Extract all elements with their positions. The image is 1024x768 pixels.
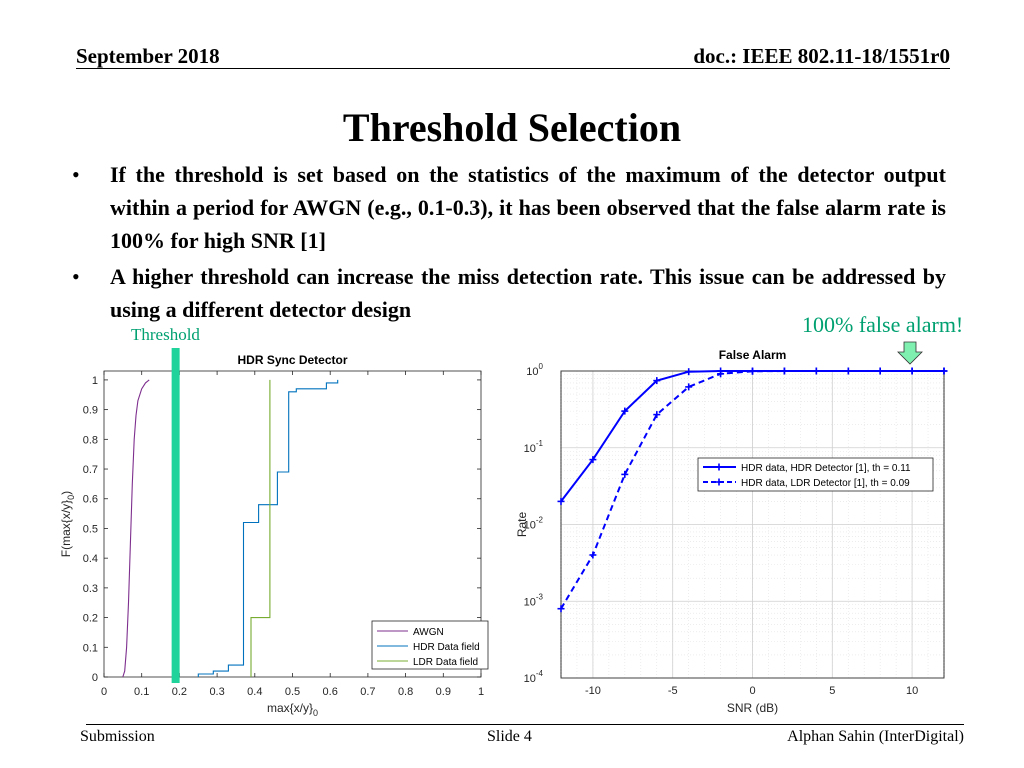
footer-rule xyxy=(86,724,964,725)
y-tick-exponent: -1 xyxy=(536,439,544,448)
slide-title: Threshold Selection xyxy=(342,105,682,150)
y-tick-label: 1 xyxy=(92,375,98,387)
legend-box-rate xyxy=(697,457,934,492)
data-point-marker xyxy=(621,470,629,478)
data-point-marker xyxy=(876,367,884,375)
legend-entry-awgn: AWGN xyxy=(413,627,444,638)
y-axis-label-cdf: F(max{x/y}0) xyxy=(59,491,76,557)
y-tick-label: 0.4 xyxy=(83,553,98,565)
series-line-ldr-data-field xyxy=(250,379,271,677)
x-tick-label: 5 xyxy=(829,685,835,697)
y-tick-label: 10-1 xyxy=(524,439,544,455)
data-point-marker xyxy=(812,367,820,375)
legend-entry-hdr-data-field: HDR Data field xyxy=(413,642,480,653)
chart-title-rate: False Alarm xyxy=(719,348,787,362)
bullet-1: • If the threshold is set based on the s… xyxy=(72,158,946,257)
header-date: September 2018 xyxy=(76,44,220,68)
legend-marker xyxy=(715,478,723,486)
y-axis-label-close: ) xyxy=(59,491,73,495)
footer-slide-number: Slide 4 xyxy=(487,728,532,745)
x-axis-label-cdf: max{x/y}0 xyxy=(267,701,318,718)
y-tick-exponent: 0 xyxy=(539,362,544,371)
y-tick-label: 0.6 xyxy=(83,494,98,506)
x-tick-label: 0 xyxy=(749,685,755,697)
x-tick-label: 0.2 xyxy=(172,686,187,698)
data-point-marker xyxy=(621,407,629,415)
data-point-marker xyxy=(908,367,916,375)
x-tick-label: -10 xyxy=(585,685,601,697)
data-point-marker xyxy=(749,367,756,375)
y-axis-label-subscript: 0 xyxy=(66,495,76,500)
y-tick-exponent: -2 xyxy=(536,516,544,525)
bullet-1-text: If the threshold is set based on the sta… xyxy=(110,162,946,253)
y-tick-label: 0 xyxy=(92,672,98,684)
y-tick-label: 0.3 xyxy=(83,583,98,595)
x-tick-label: 0.9 xyxy=(436,686,451,698)
x-tick-label: 0.7 xyxy=(360,686,375,698)
y-tick-exponent: -4 xyxy=(536,669,544,678)
x-tick-label: 10 xyxy=(906,685,918,697)
y-tick-label: 10-3 xyxy=(524,592,544,608)
x-tick-label: 0.1 xyxy=(134,686,149,698)
y-tick-exponent: -3 xyxy=(536,592,544,601)
x-tick-label: 0 xyxy=(101,686,107,698)
data-point-marker xyxy=(844,367,852,375)
data-point-marker xyxy=(589,456,597,464)
footer-author: Alphan Sahin (InterDigital) xyxy=(787,728,964,745)
series-line-awgn xyxy=(122,379,150,678)
down-arrow-icon xyxy=(897,341,923,365)
y-tick-label: 10-4 xyxy=(524,669,544,685)
y-tick-label: 0.8 xyxy=(83,434,98,446)
chart-title-cdf: HDR Sync Detector xyxy=(237,353,347,367)
y-tick-label: 0.9 xyxy=(83,405,98,417)
x-tick-label: 0.4 xyxy=(247,686,262,698)
x-tick-label: 0.5 xyxy=(285,686,300,698)
data-point-marker xyxy=(717,370,725,378)
data-point-marker xyxy=(940,367,948,375)
data-point-marker xyxy=(685,383,693,391)
threshold-annotation: Threshold xyxy=(131,325,200,344)
footer-submission: Submission xyxy=(80,728,155,745)
y-tick-label: 0.7 xyxy=(83,464,98,476)
data-point-marker xyxy=(780,367,788,375)
data-point-marker xyxy=(589,551,597,559)
legend-entry-ldr-data-field: LDR Data field xyxy=(413,657,478,668)
header-doc-id: doc.: IEEE 802.11-18/1551r0 xyxy=(693,44,950,68)
x-axis-label-rate: SNR (dB) xyxy=(727,701,778,715)
y-tick-label: 100 xyxy=(526,362,543,378)
bullet-dot: • xyxy=(72,264,80,289)
x-axis-label-subscript: 0 xyxy=(313,708,318,718)
legend-entry-rate-2: HDR data, LDR Detector [1], th = 0.09 xyxy=(741,478,910,489)
data-point-marker xyxy=(653,411,661,419)
x-tick-label: 0.6 xyxy=(323,686,338,698)
x-tick-label: 0.3 xyxy=(209,686,224,698)
false-alarm-annotation: 100% false alarm! xyxy=(802,312,964,337)
x-tick-label: 1 xyxy=(478,686,484,698)
y-axis-label-rate: Rate xyxy=(515,512,529,538)
threshold-bar xyxy=(171,348,180,683)
bullet-dot: • xyxy=(72,162,80,187)
y-tick-label: 0.5 xyxy=(83,523,98,535)
data-point-marker xyxy=(653,377,661,385)
y-tick-label: 0.1 xyxy=(83,642,98,654)
legend-entry-rate-1: HDR data, HDR Detector [1], th = 0.11 xyxy=(741,463,911,474)
x-tick-label: -5 xyxy=(668,685,678,697)
y-tick-label: 0.2 xyxy=(83,613,98,625)
header-rule xyxy=(76,68,950,69)
bullet-2: • A higher threshold can increase the mi… xyxy=(72,260,946,326)
x-tick-label: 0.8 xyxy=(398,686,413,698)
series-line-hdr-data-field xyxy=(197,379,339,677)
data-point-marker xyxy=(685,368,693,376)
bullet-2-text: A higher threshold can increase the miss… xyxy=(110,264,946,322)
data-point-marker xyxy=(557,605,565,613)
legend-marker xyxy=(715,463,723,471)
data-point-marker xyxy=(557,497,565,505)
